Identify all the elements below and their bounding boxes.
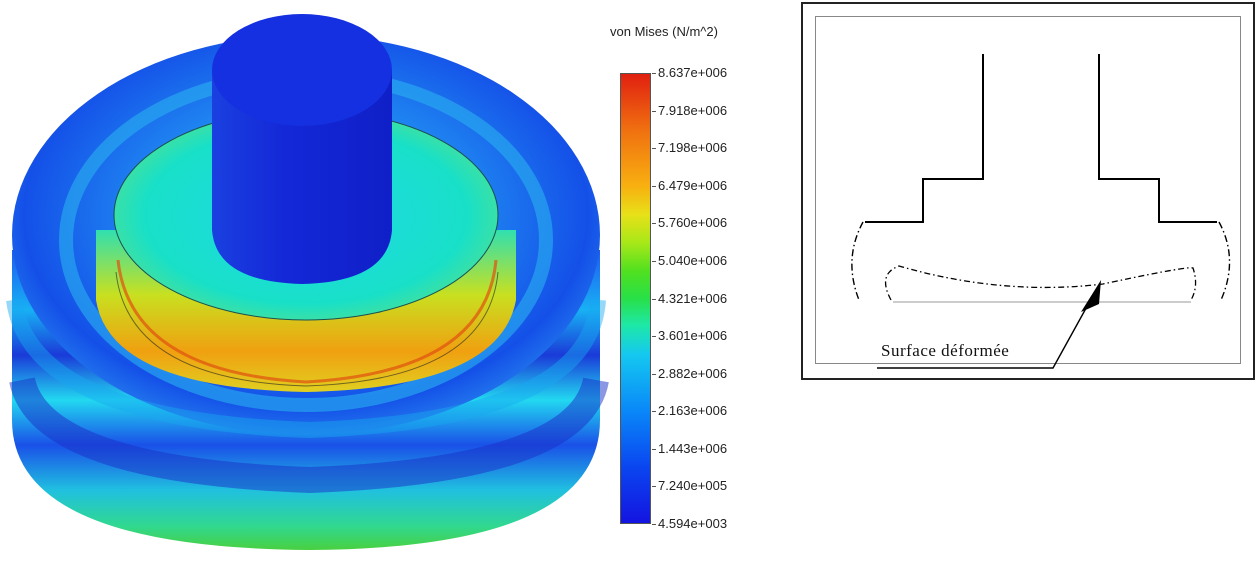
legend-tick-label: 8.637e+006 — [658, 65, 728, 80]
punch-right-profile — [1098, 54, 1217, 223]
legend-tick-label: 5.760e+006 — [658, 215, 728, 231]
legend-tick-label: 6.479e+006 — [658, 177, 728, 193]
legend-title: von Mises (N/m^2) — [610, 24, 718, 39]
legend-tick-label: 4.594e+003 — [658, 516, 728, 531]
leader-line — [877, 291, 1096, 369]
legend-tick-label: 3.601e+006 — [658, 328, 728, 344]
legend-tick-mark — [652, 148, 656, 150]
die-left-contour — [851, 221, 864, 301]
legend-tick-label: 7.240e+005 — [658, 478, 728, 494]
legend-tick-mark — [652, 73, 656, 74]
legend-tick-mark — [652, 336, 656, 338]
legend-tick-mark — [652, 223, 656, 225]
legend-tick-label: 5.040e+006 — [658, 252, 728, 268]
schematic-drawing — [851, 54, 1231, 369]
legend-tick-mark — [652, 260, 656, 262]
stress-legend: von Mises (N/m^2) 8.637e+006 7.918e+006 7.… — [598, 18, 798, 538]
legend-tick-mark — [652, 110, 656, 112]
legend-tick-label: 4.321e+006 — [658, 290, 728, 306]
legend-tick-mark — [652, 373, 656, 375]
deformation-schematic: Surface déformée — [801, 2, 1255, 380]
legend-tick-mark — [652, 411, 656, 413]
legend-tick-label: 7.198e+006 — [658, 140, 728, 156]
surface-label: Surface déformée — [881, 341, 1010, 360]
legend-tick-label: 1.443e+006 — [658, 440, 728, 456]
legend-tick-mark — [652, 298, 656, 300]
legend-colorbar — [620, 73, 651, 524]
legend-tick-label: 2.163e+006 — [658, 403, 728, 419]
punch-left-profile — [865, 54, 984, 223]
legend-tick-mark — [652, 448, 656, 450]
die-right-contour — [1218, 221, 1231, 301]
deformed-surface-curve — [884, 265, 1197, 301]
legend-tick-label: 2.882e+006 — [658, 365, 728, 381]
legend-tick-mark — [652, 486, 656, 488]
legend-tick-mark — [652, 524, 656, 525]
stress-contour-render — [6, 14, 609, 550]
legend-tick-label: 7.918e+006 — [658, 102, 728, 118]
legend-tick-mark — [652, 185, 656, 187]
stress-contour-model — [0, 0, 610, 556]
schematic-frame — [815, 16, 1241, 364]
arrow-head-icon — [1081, 280, 1101, 312]
